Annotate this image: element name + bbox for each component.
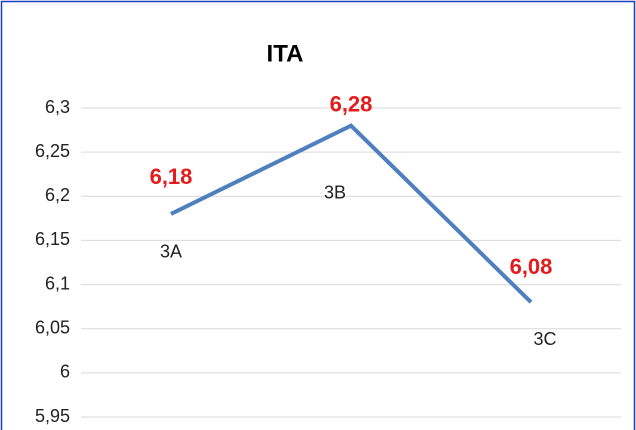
- chart-title: ITA: [267, 40, 304, 67]
- line-series: [170, 123, 533, 304]
- data-label: 6,08: [510, 254, 553, 279]
- y-tick-label: 6: [60, 362, 70, 382]
- category-label: 3B: [324, 182, 346, 202]
- y-tick-label: 5,95: [35, 406, 70, 426]
- category-label: 3A: [160, 242, 182, 262]
- y-tick-label: 6,25: [35, 141, 70, 161]
- data-label: 6,18: [150, 164, 193, 189]
- data-label: 6,28: [330, 91, 373, 116]
- y-tick-label: 6,05: [35, 317, 70, 337]
- y-tick-label: 6,2: [45, 185, 70, 205]
- category-label: 3C: [533, 329, 556, 349]
- y-tick-label: 6,1: [45, 273, 70, 293]
- y-tick-label: 6,3: [45, 97, 70, 117]
- y-tick-label: 6,15: [35, 229, 70, 249]
